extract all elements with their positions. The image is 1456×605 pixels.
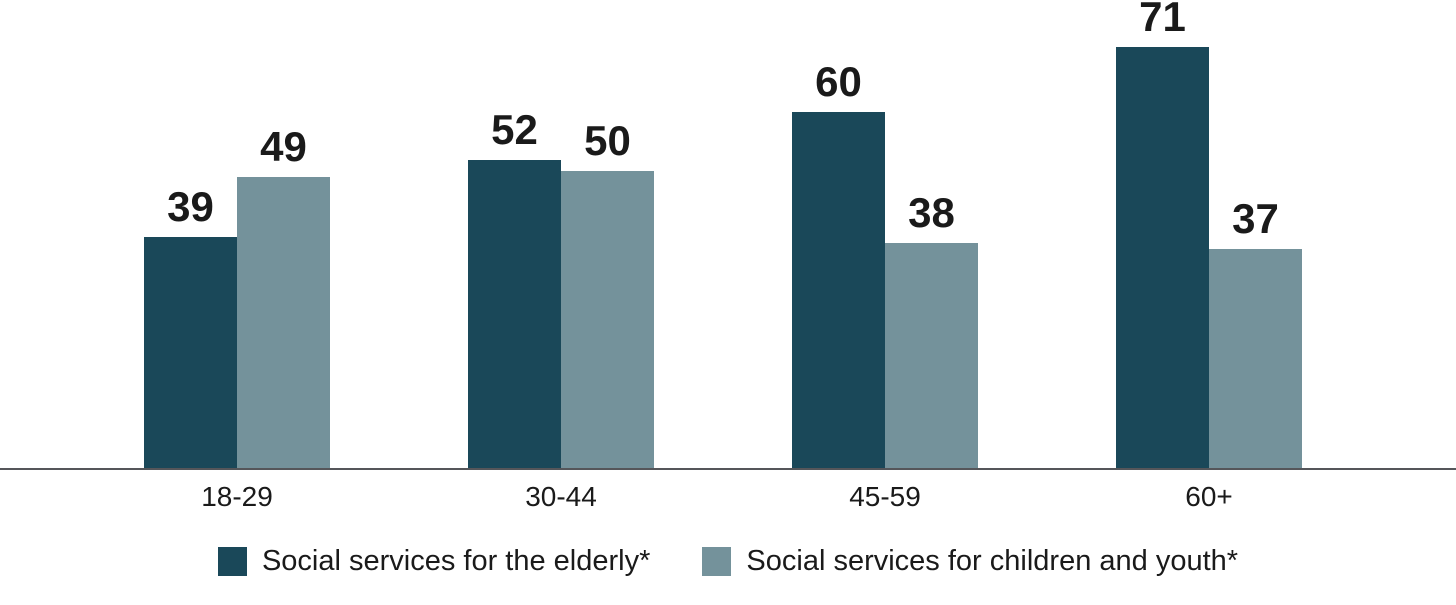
legend-swatch-icon [702, 547, 732, 576]
bar-value-label: 60 [815, 58, 862, 105]
x-tick-label-18-29: 18-29 [201, 481, 273, 512]
legend-label: Social services for children and youth* [746, 545, 1239, 577]
bar-column: 37 [1209, 198, 1302, 468]
legend-item-elderly: Social services for the elderly* [217, 545, 651, 577]
x-tick-label-30-44: 30-44 [525, 481, 597, 512]
bar-children-30-44 [561, 171, 654, 468]
bar-elderly-60+ [1116, 47, 1209, 468]
bar-children-60+ [1209, 249, 1302, 468]
bar-elderly-30-44 [468, 160, 561, 468]
legend: Social services for the elderly* Social s… [0, 547, 1456, 576]
bar-column: 71 [1116, 0, 1209, 468]
bar-elderly-45-59 [792, 112, 885, 468]
bar-group-18-29: 39 49 [144, 0, 330, 468]
legend-swatch-icon [217, 547, 247, 576]
bar-column: 60 [792, 61, 885, 468]
bar-elderly-18-29 [144, 237, 237, 468]
bar-column: 39 [144, 186, 237, 468]
bar-value-label: 38 [908, 189, 955, 236]
bar-column: 49 [237, 126, 330, 468]
bar-column: 38 [885, 192, 978, 468]
bar-group-60+: 71 37 [1116, 0, 1302, 468]
x-tick-label-60+: 60+ [1185, 481, 1233, 512]
bar-value-label: 49 [260, 123, 307, 170]
bar-group-30-44: 52 50 [468, 0, 654, 468]
bar-group-45-59: 60 38 [792, 0, 978, 468]
bar-value-label: 39 [167, 183, 214, 230]
bar-value-label: 37 [1232, 195, 1279, 242]
bar-column: 52 [468, 109, 561, 468]
bar-value-label: 52 [491, 106, 538, 153]
bar-value-label: 50 [584, 117, 631, 164]
x-axis-line [0, 468, 1456, 470]
bar-children-45-59 [885, 243, 978, 468]
bar-value-label: 71 [1139, 0, 1186, 40]
x-tick-label-45-59: 45-59 [849, 481, 921, 512]
legend-label: Social services for the elderly* [261, 545, 651, 577]
bar-column: 50 [561, 120, 654, 468]
bar-children-18-29 [237, 177, 330, 468]
legend-item-children: Social services for children and youth* [702, 547, 1238, 576]
